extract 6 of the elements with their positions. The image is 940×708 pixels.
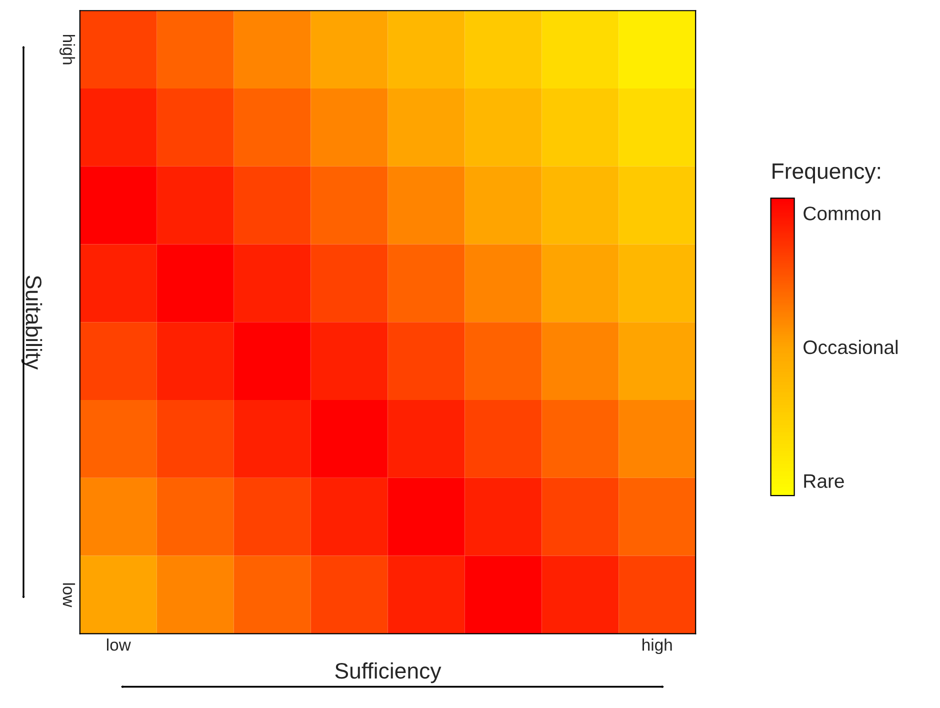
color-bar-label: Occasional (804, 340, 898, 354)
color-bar-title: Frequency: (772, 164, 880, 184)
x-axis-title: Sufficiency (335, 662, 442, 684)
color-bar-label: Rare (804, 474, 844, 488)
color-bar-label: Common (804, 206, 880, 220)
y-axis-title: Suitability (21, 276, 42, 370)
